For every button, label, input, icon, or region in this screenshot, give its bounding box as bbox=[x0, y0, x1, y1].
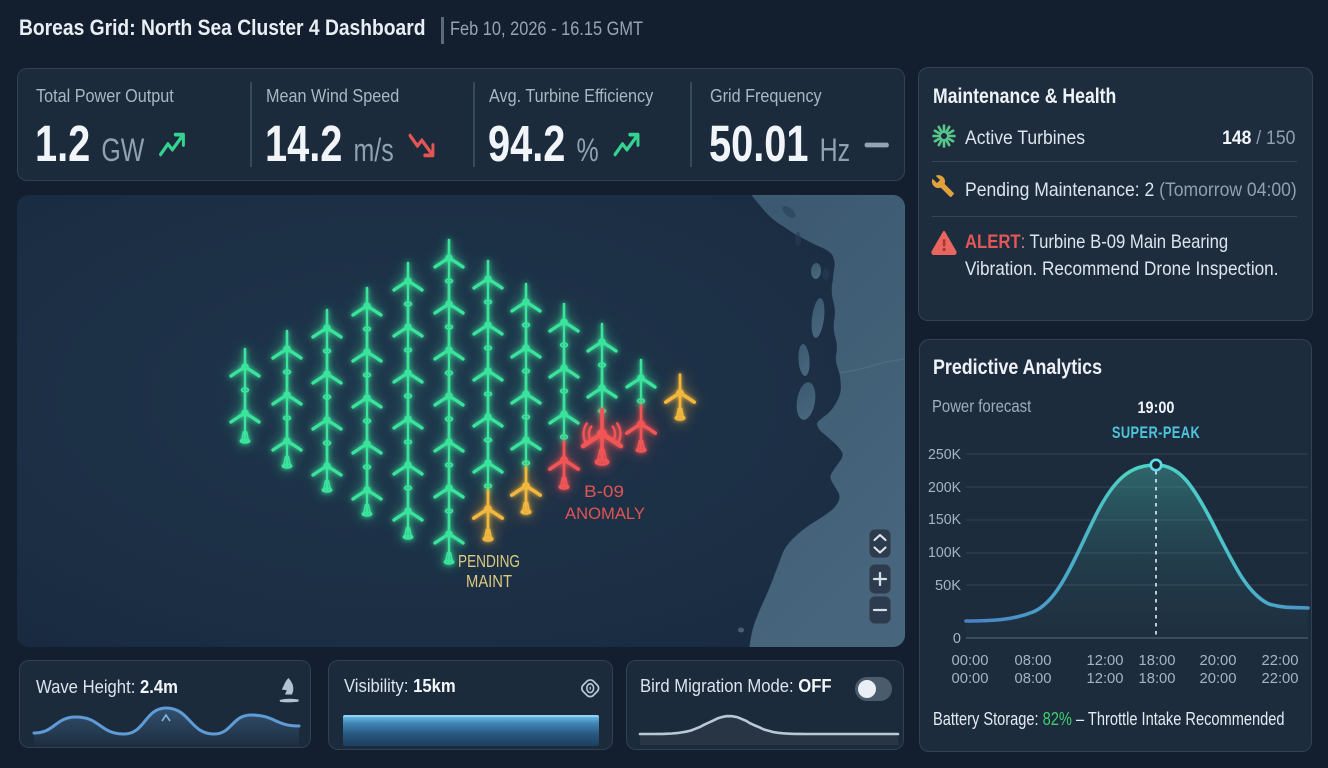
svg-text:ANOMALY: ANOMALY bbox=[565, 504, 645, 523]
svg-text:08:00: 08:00 bbox=[1015, 653, 1052, 669]
svg-text:MAINT: MAINT bbox=[466, 571, 512, 591]
svg-text:12:00: 12:00 bbox=[1087, 671, 1124, 687]
svg-text:22:00: 22:00 bbox=[1262, 653, 1299, 669]
svg-text:00:00: 00:00 bbox=[952, 653, 989, 669]
svg-text:50K: 50K bbox=[935, 578, 961, 594]
svg-text:18:00: 18:00 bbox=[1139, 671, 1176, 687]
svg-text:150K: 150K bbox=[928, 512, 961, 528]
svg-text:PENDING: PENDING bbox=[458, 551, 520, 571]
svg-text:200K: 200K bbox=[928, 480, 961, 496]
svg-text:20:00: 20:00 bbox=[1200, 653, 1237, 669]
svg-text:22:00: 22:00 bbox=[1262, 671, 1299, 687]
svg-text:100K: 100K bbox=[928, 545, 961, 561]
svg-text:00:00: 00:00 bbox=[952, 671, 989, 687]
svg-text:20:00: 20:00 bbox=[1200, 671, 1237, 687]
svg-text:250K: 250K bbox=[928, 447, 961, 463]
svg-text:B-09: B-09 bbox=[584, 482, 624, 501]
svg-text:08:00: 08:00 bbox=[1015, 671, 1052, 687]
svg-text:12:00: 12:00 bbox=[1087, 653, 1124, 669]
svg-text:0: 0 bbox=[953, 631, 961, 647]
svg-text:18:00: 18:00 bbox=[1139, 653, 1176, 669]
